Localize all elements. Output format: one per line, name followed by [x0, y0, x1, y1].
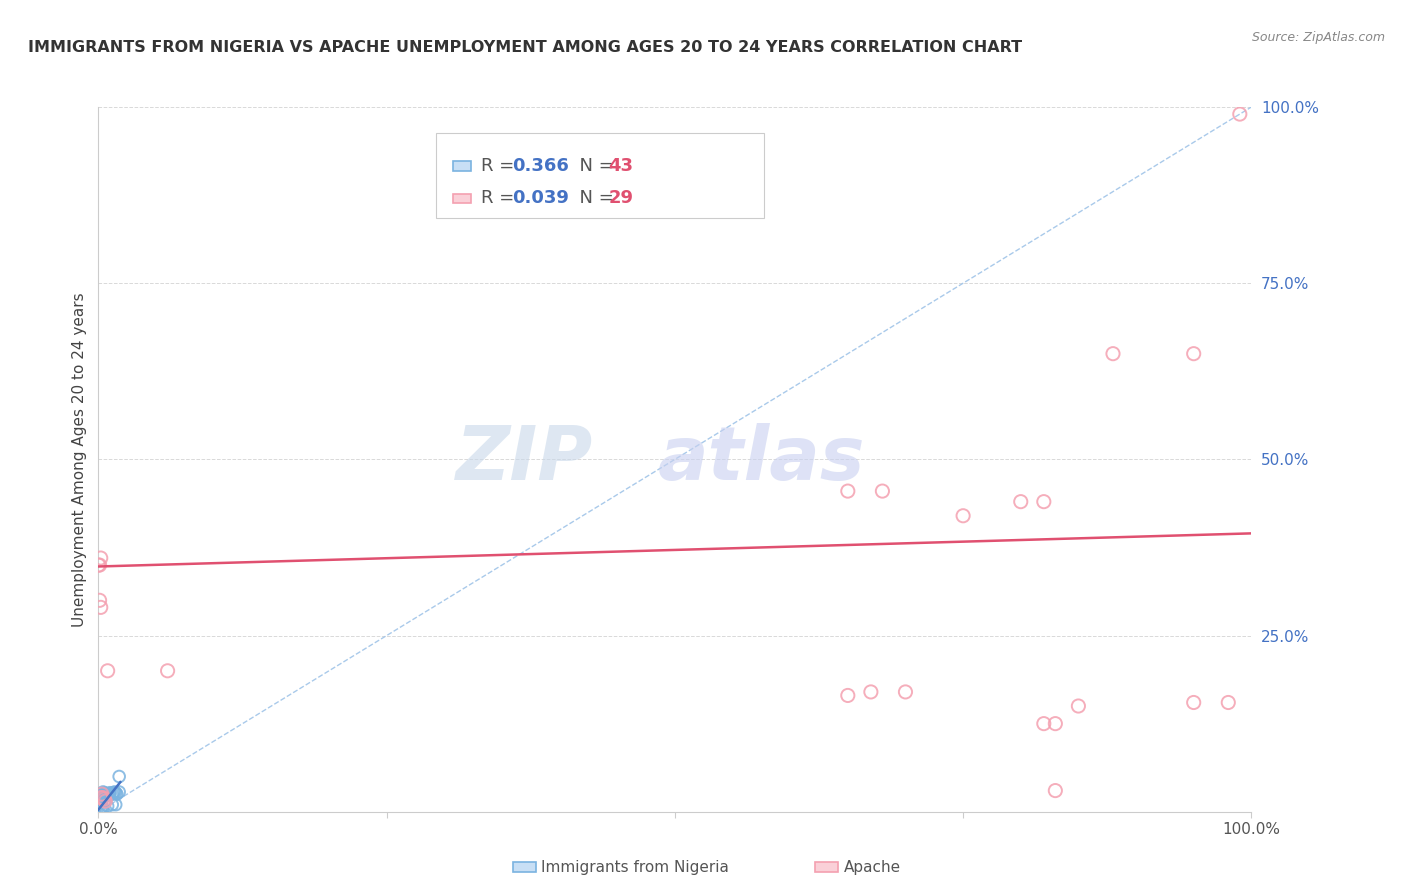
Point — [90, 792, 112, 806]
Text: Immigrants from Nigeria: Immigrants from Nigeria — [541, 860, 730, 874]
Point — [952, 508, 974, 523]
Point — [1045, 783, 1067, 797]
Point — [97, 799, 120, 814]
Text: 0.366: 0.366 — [512, 157, 568, 175]
Text: R =: R = — [481, 189, 520, 208]
Text: N =: N = — [568, 189, 620, 208]
Point — [89, 792, 111, 806]
Point — [90, 600, 112, 615]
Text: IMMIGRANTS FROM NIGERIA VS APACHE UNEMPLOYMENT AMONG AGES 20 TO 24 YEARS CORRELA: IMMIGRANTS FROM NIGERIA VS APACHE UNEMPL… — [28, 40, 1022, 55]
Point — [1218, 696, 1240, 710]
Point — [872, 484, 894, 499]
Point — [108, 769, 131, 784]
Point — [837, 689, 859, 703]
Point — [91, 801, 114, 815]
Point — [91, 790, 114, 805]
Point — [94, 787, 117, 801]
Y-axis label: Unemployment Among Ages 20 to 24 years: Unemployment Among Ages 20 to 24 years — [72, 292, 87, 627]
Point — [93, 786, 115, 800]
Point — [89, 794, 111, 808]
Point — [108, 785, 131, 799]
Text: N =: N = — [568, 157, 620, 175]
Text: atlas: atlas — [658, 423, 865, 496]
Point — [89, 593, 111, 607]
Point — [1045, 716, 1067, 731]
Point — [90, 790, 112, 805]
Point — [1182, 696, 1205, 710]
Point — [894, 685, 917, 699]
Text: 0.039: 0.039 — [512, 189, 568, 208]
Point — [91, 789, 114, 804]
Point — [93, 792, 115, 806]
Point — [90, 787, 112, 801]
Point — [837, 484, 859, 499]
Point — [90, 792, 112, 806]
Point — [97, 787, 120, 801]
Point — [105, 787, 128, 801]
Point — [101, 797, 124, 812]
Point — [93, 787, 115, 801]
Point — [98, 787, 121, 801]
Point — [93, 789, 115, 804]
Text: Apache: Apache — [844, 860, 901, 874]
Point — [87, 797, 110, 812]
Point — [87, 797, 110, 811]
Text: Source: ZipAtlas.com: Source: ZipAtlas.com — [1251, 31, 1385, 45]
Point — [90, 790, 112, 805]
Point — [90, 789, 112, 804]
Point — [1032, 494, 1054, 508]
Point — [1010, 494, 1032, 508]
Point — [90, 789, 112, 804]
Point — [97, 787, 120, 801]
Text: 43: 43 — [609, 157, 634, 175]
Point — [90, 794, 112, 808]
Text: 29: 29 — [609, 189, 634, 208]
Point — [90, 551, 112, 566]
Point — [97, 664, 120, 678]
Point — [156, 664, 179, 678]
Point — [91, 790, 114, 805]
Point — [94, 789, 117, 803]
Point — [96, 787, 118, 801]
Text: R =: R = — [481, 157, 520, 175]
Point — [103, 786, 125, 800]
Point — [87, 558, 110, 573]
Point — [90, 787, 112, 801]
Point — [1102, 346, 1125, 360]
Point — [1229, 107, 1251, 121]
Point — [90, 787, 112, 801]
Point — [91, 785, 114, 799]
Point — [104, 786, 127, 800]
Point — [1032, 716, 1054, 731]
Point — [89, 799, 111, 814]
Point — [103, 785, 125, 799]
Point — [90, 790, 112, 805]
Point — [859, 685, 882, 699]
Text: ZIP: ZIP — [457, 423, 593, 496]
Point — [91, 787, 114, 801]
Point — [89, 789, 111, 804]
Point — [1182, 346, 1205, 360]
Point — [1067, 699, 1090, 714]
Point — [94, 794, 117, 808]
Point — [89, 790, 111, 805]
Point — [90, 800, 112, 814]
Point — [101, 787, 124, 801]
Point — [104, 797, 127, 812]
Point — [90, 801, 112, 815]
Point — [89, 558, 111, 573]
Point — [98, 786, 121, 800]
